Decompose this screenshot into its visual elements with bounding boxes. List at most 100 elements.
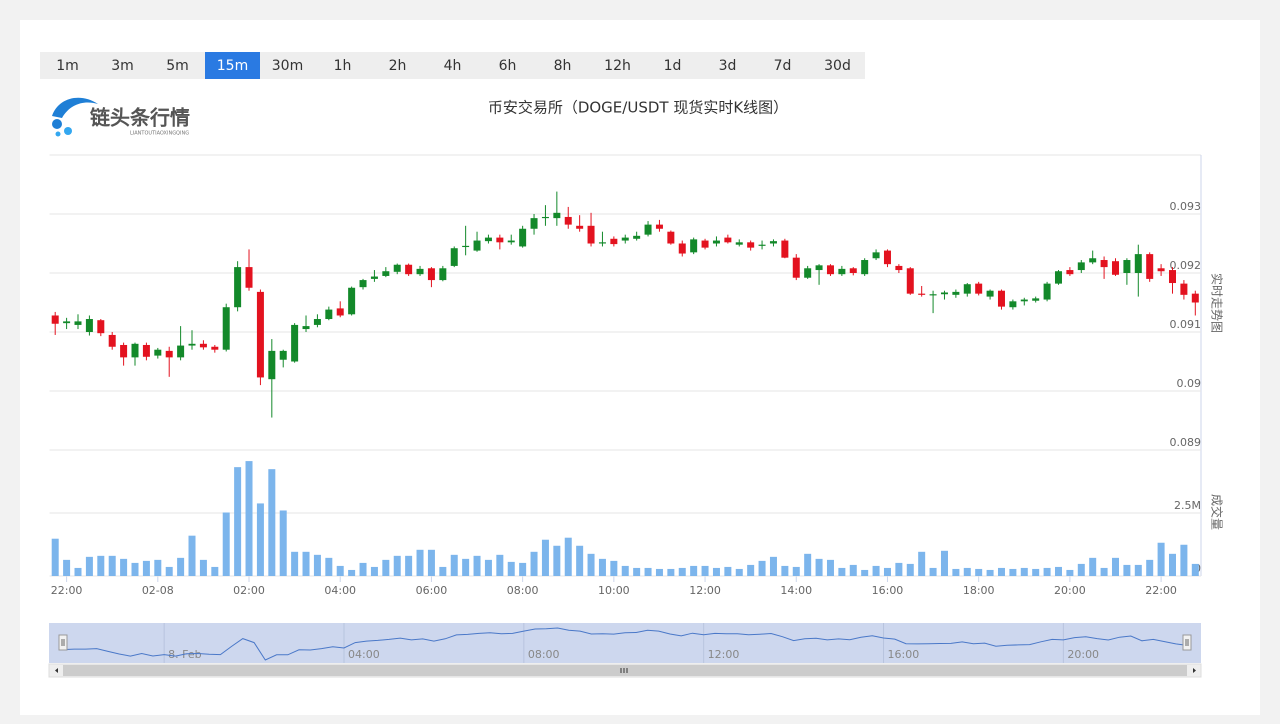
range-button[interactable] <box>40 52 95 79</box>
range-label[interactable]: 3m <box>111 58 134 74</box>
candle-body <box>530 218 538 229</box>
volume-bar <box>541 539 549 576</box>
volume-bar <box>530 551 538 576</box>
range-button[interactable] <box>205 52 260 79</box>
navigator-handle[interactable] <box>1182 634 1192 651</box>
handle-grip <box>61 639 65 646</box>
candle-body <box>906 268 914 294</box>
volume-bar <box>986 569 994 576</box>
range-button[interactable] <box>95 52 150 79</box>
volume-bar <box>462 558 470 576</box>
candle-body <box>701 240 709 248</box>
volume-bar <box>678 567 686 576</box>
range-button[interactable] <box>535 52 590 79</box>
range-button[interactable] <box>425 52 480 79</box>
range-label[interactable]: 1h <box>334 58 352 74</box>
range-button[interactable] <box>755 52 810 79</box>
candle-body <box>747 242 755 248</box>
range-button[interactable] <box>370 52 425 79</box>
candle-body <box>633 235 641 239</box>
volume-bar <box>576 545 584 576</box>
volume-bar <box>348 569 356 576</box>
candle-body <box>986 290 994 297</box>
range-label[interactable]: 5m <box>166 58 189 74</box>
candle-body <box>997 290 1005 307</box>
range-label[interactable]: 6h <box>499 58 517 74</box>
candle-body <box>416 268 424 275</box>
candle-body <box>667 231 675 244</box>
range-button[interactable] <box>645 52 700 79</box>
volume-bar <box>781 565 789 576</box>
volume-bar <box>838 567 846 576</box>
volume-bar <box>279 510 287 576</box>
range-button[interactable] <box>150 52 205 79</box>
candle-body <box>291 324 299 362</box>
volume-bar <box>1180 544 1188 576</box>
candle-body <box>85 319 93 332</box>
range-label[interactable]: 12h <box>604 58 631 74</box>
candle-body <box>1180 283 1188 295</box>
range-label[interactable]: 7d <box>774 58 792 74</box>
scroll-right[interactable] <box>1193 668 1196 673</box>
range-label[interactable]: 1d <box>664 58 682 74</box>
candle-body <box>1077 262 1085 271</box>
volume-bar <box>610 560 618 576</box>
y-tick-label: 0.093 <box>1170 200 1202 213</box>
candle-body <box>655 224 663 229</box>
range-button[interactable] <box>315 52 370 79</box>
range-label[interactable]: 1m <box>56 58 79 74</box>
range-label[interactable]: 30m <box>272 58 303 74</box>
x-tick-label: 18:00 <box>963 584 995 597</box>
candle-body <box>690 239 698 253</box>
x-tick-label: 02:00 <box>233 584 265 597</box>
y-tick-label: 2.5M <box>1174 499 1201 512</box>
candle-body <box>678 243 686 254</box>
candle-body <box>781 240 789 258</box>
candle-body <box>541 216 549 219</box>
range-button[interactable] <box>260 52 315 79</box>
candle-body <box>861 260 869 275</box>
scroll-left[interactable] <box>55 668 58 673</box>
range-label[interactable]: 3d <box>719 58 737 74</box>
volume-bar <box>302 551 310 576</box>
volume-bar <box>63 559 71 576</box>
candle-body <box>1134 254 1142 273</box>
x-tick-label: 22:00 <box>51 584 83 597</box>
logo-swoosh <box>52 97 98 118</box>
volume-bar <box>1157 542 1165 576</box>
volume-bar <box>85 556 93 576</box>
navigator-handle[interactable] <box>58 634 68 651</box>
x-tick-label: 22:00 <box>1145 584 1177 597</box>
range-label[interactable]: 15m <box>217 58 248 74</box>
candle-body <box>142 344 150 357</box>
range-button[interactable] <box>590 52 645 79</box>
candle-body <box>336 308 344 316</box>
range-button[interactable] <box>700 52 755 79</box>
volume-bar <box>1009 568 1017 576</box>
range-label[interactable]: 8h <box>554 58 572 74</box>
volume-bar <box>1020 567 1028 576</box>
range-label[interactable]: 30d <box>824 58 851 74</box>
scrollbar-thumb[interactable] <box>63 665 1187 676</box>
logo-dot <box>55 131 61 137</box>
x-tick-label: 10:00 <box>598 584 630 597</box>
chart-title: 币安交易所（DOGE/USDT 现货实时K线图） <box>488 99 788 117</box>
volume-bar <box>621 565 629 576</box>
x-tick-label: 02-08 <box>142 584 174 597</box>
volume-bar <box>975 568 983 576</box>
volume-bar <box>131 562 139 576</box>
candle-body <box>883 250 891 265</box>
candle-body <box>427 268 435 281</box>
volume-bar <box>861 569 869 576</box>
range-label[interactable]: 4h <box>444 58 462 74</box>
candle-body <box>177 345 185 358</box>
navigator-mask <box>49 623 1201 663</box>
range-label[interactable]: 2h <box>389 58 407 74</box>
volume-bar <box>769 556 777 576</box>
range-button[interactable] <box>480 52 535 79</box>
candle-body <box>610 238 618 245</box>
logo-pinyin: LIANTOUTIAOXINGQING <box>130 131 189 137</box>
volume-bar <box>519 562 527 576</box>
candle-body <box>895 265 903 271</box>
range-button[interactable] <box>810 52 865 79</box>
